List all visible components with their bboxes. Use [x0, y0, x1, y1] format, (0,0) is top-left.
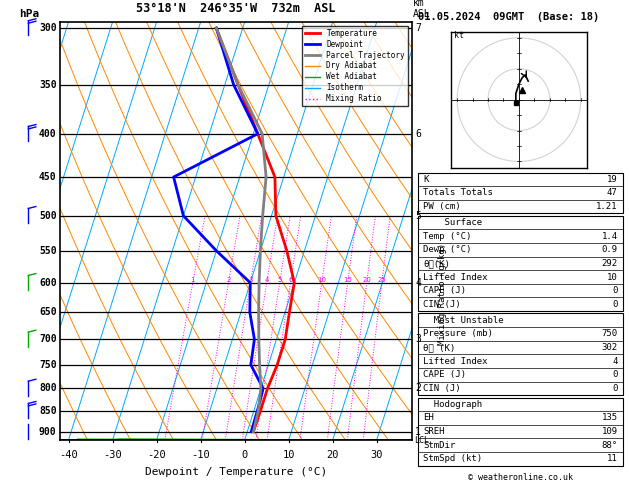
Text: 6: 6 [415, 129, 421, 139]
Text: 6: 6 [288, 277, 292, 283]
Text: 750: 750 [601, 330, 618, 338]
Text: 10: 10 [317, 277, 326, 283]
Text: Temp (°C): Temp (°C) [423, 232, 472, 241]
Text: θᴇ (K): θᴇ (K) [423, 343, 455, 352]
Text: 7: 7 [415, 23, 421, 33]
Text: 600: 600 [39, 278, 57, 288]
Text: 3: 3 [248, 277, 253, 283]
Text: 4: 4 [265, 277, 269, 283]
Text: 5: 5 [277, 277, 282, 283]
Text: 1.21: 1.21 [596, 202, 618, 211]
Text: CIN (J): CIN (J) [423, 384, 461, 393]
Text: 0: 0 [242, 450, 248, 460]
Text: 19: 19 [607, 175, 618, 184]
Text: 750: 750 [39, 360, 57, 370]
Text: SREH: SREH [423, 427, 445, 436]
Text: 4: 4 [415, 278, 421, 288]
Text: 30: 30 [370, 450, 383, 460]
Text: 15: 15 [343, 277, 352, 283]
Text: 0.9: 0.9 [601, 245, 618, 254]
Text: 800: 800 [39, 383, 57, 394]
Text: Hodograph: Hodograph [423, 400, 482, 409]
Text: -40: -40 [59, 450, 78, 460]
Text: θᴇ(K): θᴇ(K) [423, 259, 450, 268]
Text: © weatheronline.co.uk: © weatheronline.co.uk [468, 473, 573, 482]
Text: Dewp (°C): Dewp (°C) [423, 245, 472, 254]
Text: 47: 47 [607, 189, 618, 197]
Text: 10: 10 [282, 450, 295, 460]
Text: K: K [423, 175, 429, 184]
Text: -30: -30 [103, 450, 122, 460]
Text: 4: 4 [612, 357, 618, 365]
Text: Totals Totals: Totals Totals [423, 189, 493, 197]
Text: Lifted Index: Lifted Index [423, 273, 488, 281]
Text: 1.4: 1.4 [601, 232, 618, 241]
Text: -20: -20 [147, 450, 166, 460]
Text: Surface: Surface [423, 218, 482, 227]
Text: LCL: LCL [415, 435, 430, 445]
Text: hPa: hPa [19, 9, 39, 19]
Text: 300: 300 [39, 23, 57, 33]
Text: 20: 20 [362, 277, 371, 283]
Text: CAPE (J): CAPE (J) [423, 286, 466, 295]
Text: Most Unstable: Most Unstable [423, 316, 504, 325]
Text: 550: 550 [39, 246, 57, 256]
Text: 850: 850 [39, 406, 57, 416]
Text: 0: 0 [612, 300, 618, 309]
Text: -10: -10 [191, 450, 210, 460]
Text: 2: 2 [415, 383, 421, 394]
Text: CIN (J): CIN (J) [423, 300, 461, 309]
Text: 1: 1 [415, 427, 421, 437]
Text: 292: 292 [601, 259, 618, 268]
Text: 3: 3 [415, 334, 421, 345]
Text: 302: 302 [601, 343, 618, 352]
Text: 25: 25 [377, 277, 386, 283]
Text: 20: 20 [326, 450, 339, 460]
Text: 135: 135 [601, 414, 618, 422]
Text: 11: 11 [607, 454, 618, 463]
Text: 109: 109 [601, 427, 618, 436]
Legend: Temperature, Dewpoint, Parcel Trajectory, Dry Adiabat, Wet Adiabat, Isotherm, Mi: Temperature, Dewpoint, Parcel Trajectory… [302, 26, 408, 106]
Text: kt: kt [454, 31, 464, 40]
Text: 0: 0 [612, 286, 618, 295]
Text: PW (cm): PW (cm) [423, 202, 461, 211]
Text: CAPE (J): CAPE (J) [423, 370, 466, 379]
Text: 01.05.2024  09GMT  (Base: 18): 01.05.2024 09GMT (Base: 18) [418, 12, 599, 22]
Text: 500: 500 [39, 211, 57, 221]
Text: StmDir: StmDir [423, 441, 455, 450]
Text: 700: 700 [39, 334, 57, 345]
Text: Dewpoint / Temperature (°C): Dewpoint / Temperature (°C) [145, 467, 327, 477]
Text: 5: 5 [415, 211, 421, 221]
Text: EH: EH [423, 414, 434, 422]
Text: 400: 400 [39, 129, 57, 139]
Text: 650: 650 [39, 307, 57, 317]
Text: Pressure (mb): Pressure (mb) [423, 330, 493, 338]
Text: 0: 0 [612, 370, 618, 379]
Text: 450: 450 [39, 172, 57, 182]
Text: 2: 2 [226, 277, 231, 283]
Text: km
ASL: km ASL [413, 0, 431, 19]
Text: 350: 350 [39, 80, 57, 90]
Text: 1: 1 [191, 277, 195, 283]
Text: 88°: 88° [601, 441, 618, 450]
Text: 10: 10 [607, 273, 618, 281]
Text: 53°18'N  246°35'W  732m  ASL: 53°18'N 246°35'W 732m ASL [136, 1, 336, 15]
Text: Lifted Index: Lifted Index [423, 357, 488, 365]
Text: StmSpd (kt): StmSpd (kt) [423, 454, 482, 463]
Text: 900: 900 [39, 427, 57, 437]
Text: Mixing Ratio (g/kg): Mixing Ratio (g/kg) [438, 243, 447, 345]
Text: 0: 0 [612, 384, 618, 393]
